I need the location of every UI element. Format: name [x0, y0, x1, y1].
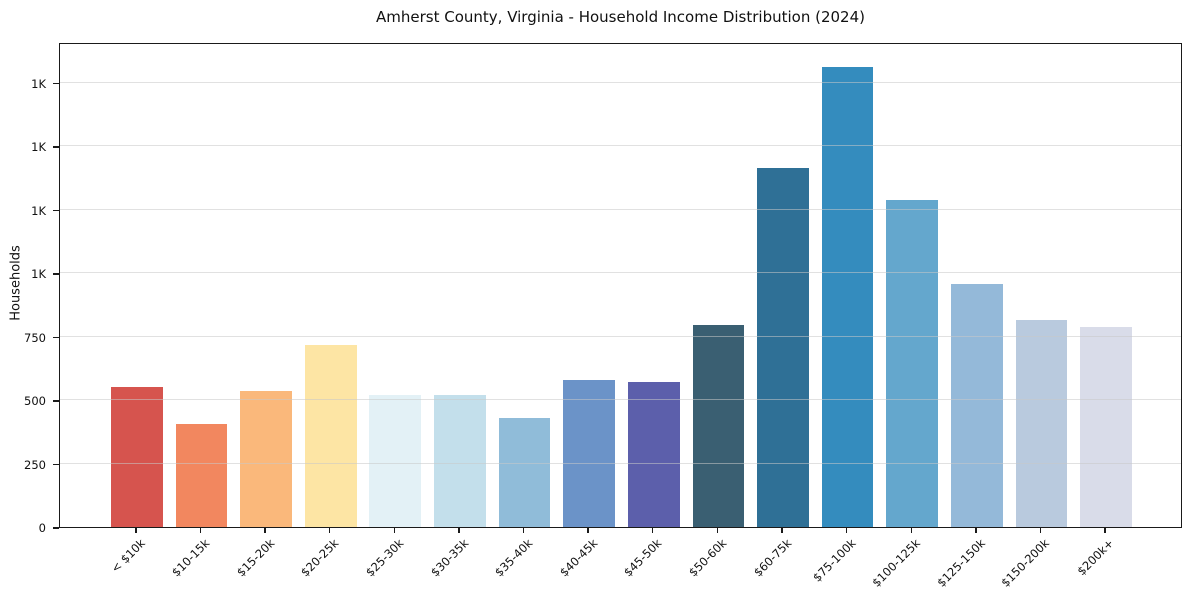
x-tick-mark	[393, 528, 396, 533]
x-tick-mark	[1104, 528, 1106, 533]
bar-$60-75k	[757, 167, 809, 527]
x-tick-label: $40-45k	[556, 536, 601, 580]
x-tick-label: $150-200k	[998, 536, 1053, 590]
gridline-1500	[60, 145, 1181, 147]
bar-$35-40k	[498, 418, 551, 527]
y-tick-label: 750	[24, 330, 46, 345]
bar-$15-20k	[240, 390, 292, 527]
x-tick-mark	[329, 528, 331, 533]
x-tick-mark	[910, 528, 912, 533]
bar-$40-45k	[563, 380, 615, 527]
x-tick-label: $25-30k	[362, 536, 407, 580]
x-tick-label: $50-60k	[685, 536, 730, 580]
y-tick-label: 1K	[31, 267, 46, 282]
gridline-1000	[60, 272, 1181, 274]
x-tick-label: $35-40k	[492, 536, 536, 580]
gridline-1750	[60, 81, 1181, 83]
x-tick-label: $60-75k	[750, 536, 794, 580]
x-tick-label: $30-35k	[427, 536, 471, 580]
x-tick-mark	[135, 528, 137, 533]
chart-title: Amherst County, Virginia - Household Inc…	[376, 8, 865, 26]
x-tick-label: $45-50k	[621, 536, 665, 580]
y-tick-mark	[53, 273, 59, 275]
bar-$10-15k	[175, 424, 228, 527]
plot-area	[59, 43, 1182, 528]
x-tick-mark	[264, 528, 266, 533]
bar-$125-150k	[950, 284, 1003, 527]
y-tick-mark	[53, 82, 59, 85]
y-tick-label: 250	[24, 457, 46, 472]
x-tick-label: $100-125k	[869, 536, 924, 590]
gridline-1250	[60, 208, 1181, 210]
x-tick-mark	[199, 528, 202, 533]
x-tick-mark	[781, 528, 783, 533]
y-tick-mark	[53, 463, 59, 466]
y-tick-label: 1K	[31, 140, 46, 155]
x-tick-mark	[522, 528, 525, 533]
y-tick-mark	[53, 209, 59, 212]
bar-$100-125k	[886, 200, 939, 527]
x-tick-mark	[716, 528, 719, 533]
bar-$30-35k	[434, 394, 486, 527]
x-tick-label: $125-150k	[933, 536, 988, 590]
bar-< $10k	[111, 387, 163, 527]
x-tick-mark	[652, 528, 654, 533]
x-tick-mark	[587, 528, 589, 533]
bar-$50-60k	[692, 324, 745, 527]
y-tick-label: 500	[24, 394, 46, 409]
bar-$20-25k	[304, 345, 357, 527]
x-tick-label: $10-15k	[168, 536, 213, 580]
y-tick-mark	[53, 400, 59, 402]
y-tick-label: 0	[38, 521, 46, 535]
bar-$25-30k	[369, 395, 422, 527]
y-tick-mark	[53, 336, 59, 339]
gridline-750	[60, 335, 1181, 337]
gridline-500	[60, 399, 1181, 401]
bar-$200k+	[1080, 327, 1132, 527]
x-tick-label: $200k+	[1074, 536, 1117, 579]
x-tick-label: $20-25k	[298, 536, 342, 580]
y-tick-label: 1K	[31, 203, 46, 218]
y-axis-label: Households	[8, 245, 24, 321]
bar-$75-100k	[821, 66, 874, 527]
y-tick-mark	[53, 146, 59, 148]
x-tick-mark	[845, 528, 848, 533]
x-tick-mark	[458, 528, 460, 533]
x-tick-label: < $10k	[108, 536, 148, 576]
x-tick-mark	[975, 528, 977, 533]
bar-$150-200k	[1015, 320, 1068, 527]
x-tick-label: $15-20k	[233, 536, 278, 580]
x-tick-mark	[1039, 528, 1042, 533]
gridline-250	[60, 462, 1181, 464]
y-tick-label: 1K	[31, 76, 46, 91]
x-tick-label: $75-100k	[809, 536, 859, 585]
bar-$45-50k	[627, 382, 680, 527]
y-tick-mark	[53, 527, 59, 529]
